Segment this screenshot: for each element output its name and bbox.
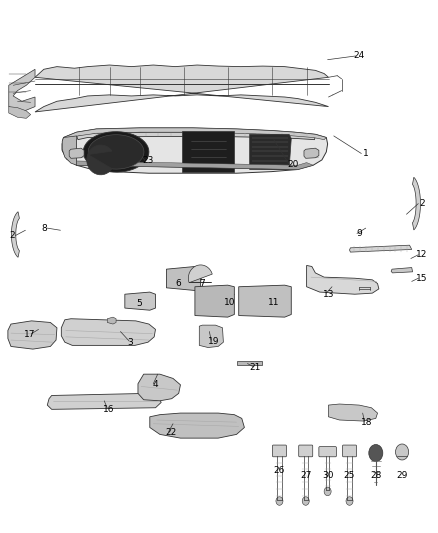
Text: 29: 29 <box>396 471 408 480</box>
Polygon shape <box>62 128 328 173</box>
Text: 1: 1 <box>363 149 369 158</box>
Polygon shape <box>199 325 223 348</box>
Text: 2: 2 <box>10 231 15 240</box>
Circle shape <box>273 308 277 312</box>
Polygon shape <box>62 136 77 165</box>
Polygon shape <box>77 132 315 140</box>
Polygon shape <box>47 393 161 409</box>
Circle shape <box>302 497 309 505</box>
FancyBboxPatch shape <box>299 445 313 457</box>
Polygon shape <box>150 413 244 438</box>
Text: 4: 4 <box>153 381 158 389</box>
Text: 2: 2 <box>419 199 424 208</box>
Polygon shape <box>107 317 116 324</box>
Polygon shape <box>11 212 19 257</box>
Text: 7: 7 <box>199 279 205 288</box>
Circle shape <box>255 308 258 312</box>
Text: 3: 3 <box>127 338 134 347</box>
Polygon shape <box>9 107 31 118</box>
Text: 30: 30 <box>322 471 333 480</box>
Circle shape <box>267 308 271 312</box>
FancyBboxPatch shape <box>343 445 357 457</box>
Polygon shape <box>35 65 329 112</box>
Polygon shape <box>166 266 201 290</box>
Text: 20: 20 <box>287 160 298 168</box>
Polygon shape <box>8 321 57 349</box>
Text: 19: 19 <box>208 337 219 345</box>
Circle shape <box>261 308 265 312</box>
Text: 25: 25 <box>344 471 355 480</box>
Polygon shape <box>62 138 77 165</box>
Text: 10: 10 <box>224 298 236 307</box>
Polygon shape <box>69 148 84 158</box>
Text: 6: 6 <box>176 279 182 288</box>
Polygon shape <box>413 177 420 230</box>
Polygon shape <box>88 135 144 169</box>
FancyBboxPatch shape <box>272 445 286 457</box>
Circle shape <box>243 308 246 312</box>
FancyBboxPatch shape <box>128 295 151 307</box>
FancyBboxPatch shape <box>319 447 336 457</box>
Polygon shape <box>64 128 326 140</box>
Polygon shape <box>195 285 234 317</box>
Text: 26: 26 <box>274 466 285 474</box>
Polygon shape <box>350 245 412 252</box>
Text: 18: 18 <box>361 418 373 426</box>
Polygon shape <box>188 265 212 282</box>
Text: 8: 8 <box>41 224 47 232</box>
Text: 15: 15 <box>416 274 427 282</box>
Polygon shape <box>250 134 291 169</box>
Text: 28: 28 <box>370 471 381 480</box>
Text: 21: 21 <box>249 364 261 372</box>
Text: 13: 13 <box>323 290 334 298</box>
Polygon shape <box>125 292 155 310</box>
Circle shape <box>346 497 353 505</box>
Text: 12: 12 <box>416 251 427 259</box>
Polygon shape <box>328 404 378 421</box>
Circle shape <box>249 308 252 312</box>
Text: 17: 17 <box>24 330 35 339</box>
Polygon shape <box>391 268 413 273</box>
Polygon shape <box>304 148 319 158</box>
Circle shape <box>369 445 383 462</box>
Text: 22: 22 <box>165 429 177 437</box>
Text: 24: 24 <box>353 52 365 60</box>
Text: 27: 27 <box>300 471 311 480</box>
Text: 11: 11 <box>268 298 279 307</box>
Circle shape <box>396 444 409 460</box>
Polygon shape <box>83 132 149 172</box>
Polygon shape <box>138 374 180 401</box>
Text: 16: 16 <box>103 405 114 414</box>
Polygon shape <box>77 161 313 169</box>
Polygon shape <box>307 265 379 294</box>
Polygon shape <box>237 361 262 365</box>
Circle shape <box>279 308 283 312</box>
Circle shape <box>286 308 289 312</box>
Polygon shape <box>112 143 125 145</box>
Circle shape <box>276 497 283 505</box>
Polygon shape <box>61 319 155 345</box>
Circle shape <box>324 487 331 496</box>
Polygon shape <box>182 131 234 172</box>
Text: 23: 23 <box>142 157 154 165</box>
FancyBboxPatch shape <box>241 289 286 304</box>
Polygon shape <box>239 285 291 317</box>
Text: 9: 9 <box>356 229 362 238</box>
Polygon shape <box>9 69 35 112</box>
Text: 5: 5 <box>136 300 142 308</box>
Polygon shape <box>87 145 112 175</box>
